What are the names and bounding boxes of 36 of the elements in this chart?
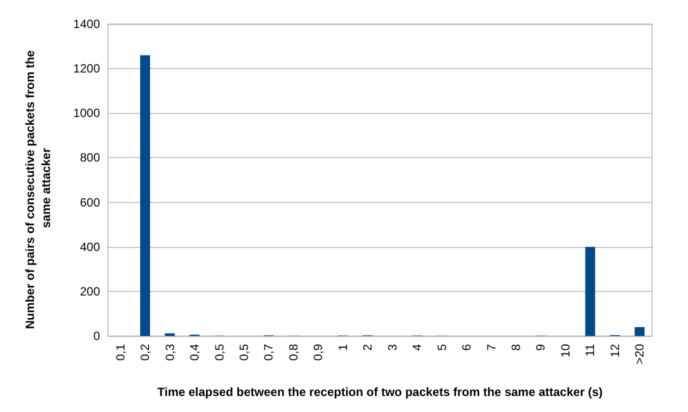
x-tick-label: 6	[460, 344, 474, 351]
bar	[140, 55, 150, 336]
x-tick-label: 5	[434, 344, 449, 351]
x-tick-label: 12	[608, 344, 622, 358]
x-tick-label: 0,9	[311, 344, 326, 361]
bar	[164, 333, 175, 336]
y-tick-label: 0	[93, 329, 100, 343]
x-tick-label: 0,8	[286, 344, 300, 361]
x-tick-label: 3	[385, 344, 400, 351]
bar	[634, 327, 645, 336]
x-tick-label: 0,5	[212, 344, 226, 361]
x-axis-title: Time elapsed between the reception of two packets from the same attacker (s)	[157, 385, 603, 399]
x-tick-label: 4	[410, 344, 424, 351]
x-tick-label: 10	[558, 344, 572, 358]
x-tick-label: 0,7	[262, 344, 276, 361]
x-tick-label: 0,1	[113, 344, 128, 361]
bar	[585, 246, 596, 336]
x-tick-label: 0,4	[188, 344, 202, 361]
x-tick-label: 0,2	[138, 344, 152, 361]
x-tick-label: 9	[534, 344, 548, 351]
x-tick-label: >20	[632, 344, 647, 364]
y-axis-title: Number of pairs of consecutive packets from the same attacker	[23, 46, 53, 330]
y-tick-label: 1200	[73, 62, 100, 76]
y-tick-label: 1400	[73, 17, 100, 31]
y-tick-label: 800	[80, 150, 100, 165]
y-tick-label: 600	[80, 195, 100, 210]
y-tick-label: 1000	[73, 106, 100, 120]
y-tick-label: 400	[80, 240, 100, 254]
x-tick-label: 11	[583, 344, 598, 356]
x-tick-label: 1	[336, 344, 350, 351]
x-tick-label: 0,3	[162, 344, 177, 361]
x-tick-label: 7	[484, 344, 498, 351]
x-tick-label: 0,5	[237, 344, 251, 361]
x-tick-label: 8	[509, 344, 523, 351]
y-tick-label: 200	[80, 284, 100, 298]
x-tick-label: 2	[360, 344, 375, 351]
